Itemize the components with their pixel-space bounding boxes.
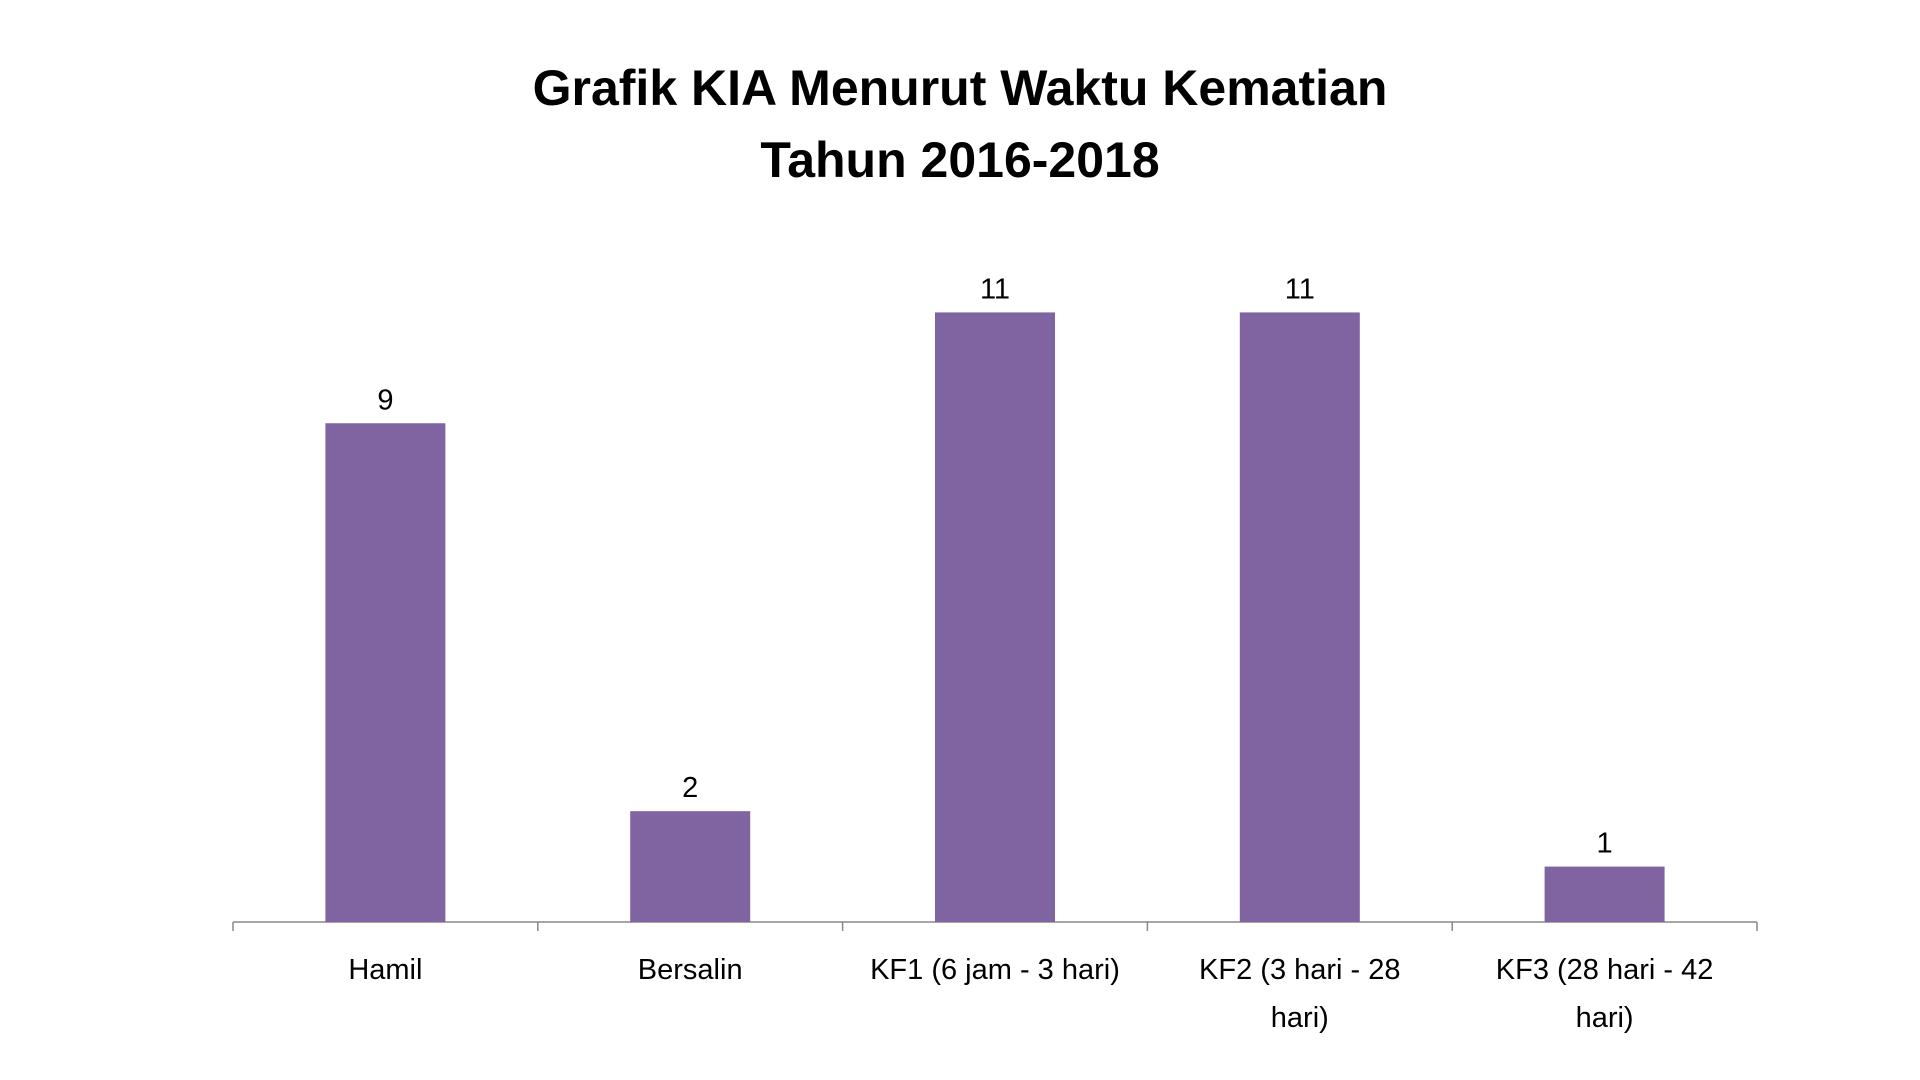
chart-title: Grafik KIA Menurut Waktu Kematian Tahun … — [532, 60, 1388, 188]
x-tick-label: KF3 (28 hari - 42 hari) — [1495, 954, 1714, 1034]
data-label: 9 — [377, 384, 393, 416]
data-label: 11 — [1285, 273, 1315, 305]
x-tick-label: Bersalin — [637, 954, 743, 986]
bar — [1544, 866, 1665, 922]
bar — [630, 811, 751, 922]
bar — [325, 423, 446, 922]
x-tick-label: KF2 (3 hari - 28 hari) — [1199, 954, 1401, 1034]
x-tick-label: Hamil — [348, 954, 423, 986]
x-tick-label: KF1 (6 jam - 3 hari) — [870, 954, 1120, 986]
data-label: 1 — [1597, 828, 1613, 860]
bar — [1239, 312, 1360, 923]
data-label: 11 — [980, 273, 1010, 305]
bar — [935, 312, 1055, 923]
data-label: 2 — [682, 772, 698, 804]
